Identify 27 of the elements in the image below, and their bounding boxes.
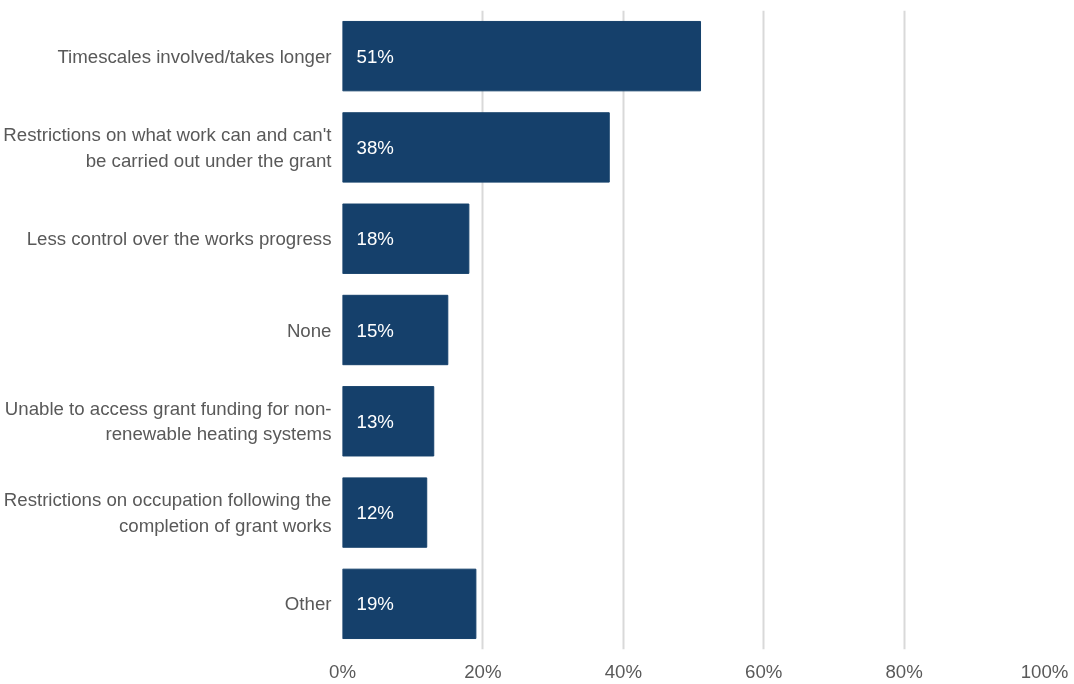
bar [342, 477, 428, 548]
bar [342, 112, 610, 183]
data-label: 12% [356, 502, 394, 524]
bar [342, 386, 435, 457]
x-tick-label: 100% [1020, 660, 1069, 682]
data-label: 18% [356, 228, 394, 250]
x-tick-label: 40% [604, 660, 642, 682]
data-label: 51% [356, 45, 394, 67]
y-tick-label: Other [284, 593, 332, 615]
x-tick-label: 0% [329, 660, 356, 682]
x-tick-label: 20% [464, 660, 502, 682]
y-tick-label: None [286, 319, 332, 341]
y-tick-label: Restrictions on what work can and can't be carried out under the grant [3, 124, 333, 171]
x-tick-label: 60% [745, 660, 783, 682]
y-tick-label: Timescales involved/takes longer [57, 45, 332, 67]
bar [342, 294, 449, 366]
bar [342, 20, 702, 92]
data-label: 15% [356, 319, 394, 341]
y-tick-label: Less control over the works progress [26, 228, 332, 250]
data-label: 38% [356, 136, 394, 158]
data-label: 13% [356, 410, 394, 432]
data-label: 19% [356, 593, 394, 615]
bar [342, 203, 470, 274]
x-tick-label: 80% [885, 660, 923, 682]
y-tick-label: Restrictions on occupation following the completion of grant works [3, 489, 332, 536]
bar [342, 568, 477, 640]
y-tick-label: Unable to access grant funding for non-renewable heating systems [4, 398, 332, 445]
